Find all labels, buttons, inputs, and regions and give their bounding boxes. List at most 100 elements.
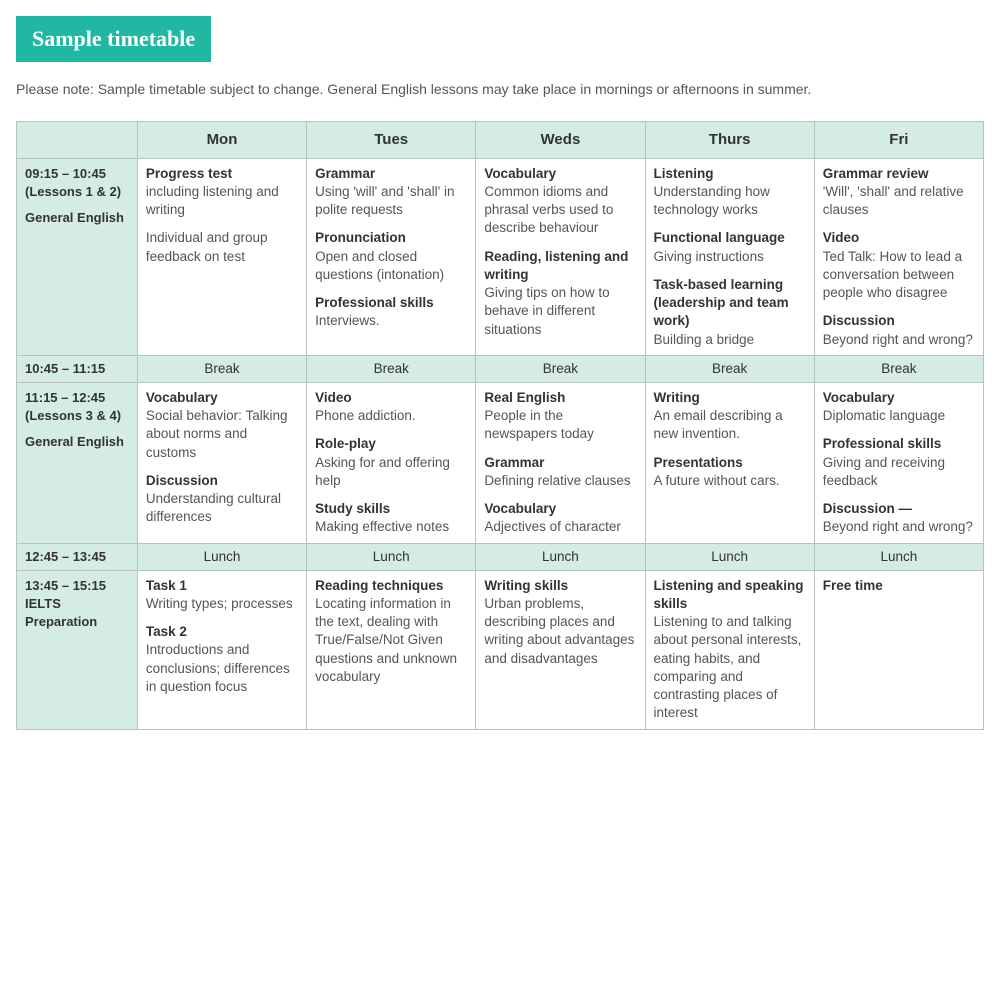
break-cell: Lunch [476,543,645,570]
activity-title: Grammar [484,454,636,472]
day-header: Tues [307,121,476,158]
activity-block: VideoPhone addiction. [315,389,467,425]
activity-title: Free time [823,577,975,595]
session-cell: Reading techniquesLocating information i… [307,570,476,729]
activity-block: Reading techniquesLocating information i… [315,577,467,686]
lesson-numbers: (Lessons 1 & 2) [25,183,129,201]
activity-block: DiscussionUnderstanding cultural differe… [146,472,298,527]
activity-desc: including listening and writing [146,183,298,219]
activity-title: Listening [654,165,806,183]
activity-title: Discussion — [823,500,975,518]
activity-title: Study skills [315,500,467,518]
activity-desc: Beyond right and wrong? [823,331,975,349]
session-cell: Task 1Writing types; processesTask 2Intr… [137,570,306,729]
course-name: General English [25,433,129,451]
activity-desc: Beyond right and wrong? [823,518,975,536]
activity-title: Vocabulary [484,165,636,183]
session-cell: VocabularyCommon idioms and phrasal verb… [476,158,645,355]
activity-title: Professional skills [823,435,975,453]
break-cell: Break [307,355,476,382]
activity-block: Task-based learning (leadership and team… [654,276,806,349]
break-row: 12:45 – 13:45LunchLunchLunchLunchLunch [17,543,984,570]
activity-desc: 'Will', 'shall' and relative clauses [823,183,975,219]
break-cell: Break [814,355,983,382]
activity-title: Real English [484,389,636,407]
session-cell: VocabularySocial behavior: Talking about… [137,383,306,544]
activity-title: Vocabulary [484,500,636,518]
activity-block: Real EnglishPeople in the newspapers tod… [484,389,636,444]
break-cell: Break [645,355,814,382]
activity-title: Task 2 [146,623,298,641]
session-cell: VocabularyDiplomatic language Professiona… [814,383,983,544]
session-cell: ListeningUnderstanding how technology wo… [645,158,814,355]
activity-title: Writing [654,389,806,407]
day-header: Thurs [645,121,814,158]
activity-block: Reading, listening and writingGiving tip… [484,248,636,339]
activity-desc: Open and closed questions (intonation) [315,248,467,284]
activity-desc: Understanding cultural differences [146,490,298,526]
activity-desc: Introductions and conclusions; differenc… [146,641,298,696]
activity-title: Functional language [654,229,806,247]
day-header: Mon [137,121,306,158]
activity-block: Study skillsMaking effective notes [315,500,467,536]
activity-block: VocabularyAdjectives of character [484,500,636,536]
session-cell: Grammar review'Will', 'shall' and relati… [814,158,983,355]
activity-desc: Giving tips on how to behave in differen… [484,284,636,339]
activity-block: WritingAn email describing a new inventi… [654,389,806,444]
activity-desc: People in the newspapers today [484,407,636,443]
break-cell: Break [476,355,645,382]
activity-desc: Building a bridge [654,331,806,349]
activity-desc: Interviews. [315,312,467,330]
activity-title: Task 1 [146,577,298,595]
activity-desc: Understanding how technology works [654,183,806,219]
break-row: 10:45 – 11:15BreakBreakBreakBreakBreak [17,355,984,382]
activity-block: VocabularySocial behavior: Talking about… [146,389,298,462]
activity-desc: Common idioms and phrasal verbs used to … [484,183,636,238]
activity-block: Role-playAsking for and offering help [315,435,467,490]
timetable-header-row: Mon Tues Weds Thurs Fri [17,121,984,158]
activity-block: VocabularyDiplomatic language [823,389,975,425]
session-row: 09:15 – 10:45(Lessons 1 & 2)General Engl… [17,158,984,355]
session-cell: Free time [814,570,983,729]
activity-title: Vocabulary [823,389,975,407]
page-note: Please note: Sample timetable subject to… [16,80,984,99]
timetable: Mon Tues Weds Thurs Fri 09:15 – 10:45(Le… [16,121,984,730]
time-range: 12:45 – 13:45 [25,548,129,566]
activity-title: Video [823,229,975,247]
session-cell: WritingAn email describing a new inventi… [645,383,814,544]
activity-block: GrammarDefining relative clauses [484,454,636,490]
activity-title: Writing skills [484,577,636,595]
activity-desc: Ted Talk: How to lead a conversation bet… [823,248,975,303]
day-header: Fri [814,121,983,158]
activity-block: Free time [823,577,975,595]
session-cell: Real EnglishPeople in the newspapers tod… [476,383,645,544]
activity-title: Listening and speaking skills [654,577,806,613]
session-cell: VideoPhone addiction. Role-playAsking for… [307,383,476,544]
activity-desc: Making effective notes [315,518,467,536]
activity-block: Professional skillsInterviews. [315,294,467,330]
activity-desc: An email describing a new invention. [654,407,806,443]
activity-desc: Adjectives of character [484,518,636,536]
activity-title: Vocabulary [146,389,298,407]
time-slot-header: 13:45 – 15:15IELTS Preparation [17,570,138,729]
activity-desc: Asking for and offering help [315,454,467,490]
activity-block: Functional languageGiving instructions [654,229,806,265]
session-row: 13:45 – 15:15IELTS PreparationTask 1Writ… [17,570,984,729]
activity-desc: Diplomatic language [823,407,975,425]
activity-block: VideoTed Talk: How to lead a conversatio… [823,229,975,302]
day-header: Weds [476,121,645,158]
time-slot-header: 10:45 – 11:15 [17,355,138,382]
activity-block: Task 2Introductions and conclusions; dif… [146,623,298,696]
activity-desc: Social behavior: Talking about norms and… [146,407,298,462]
activity-title: Video [315,389,467,407]
activity-block: Individual and group feedback on test [146,229,298,265]
timetable-body: 09:15 – 10:45(Lessons 1 & 2)General Engl… [17,158,984,729]
page-title-banner: Sample timetable [16,16,211,62]
activity-block: VocabularyCommon idioms and phrasal verb… [484,165,636,238]
session-row: 11:15 – 12:45(Lessons 3 & 4)General Engl… [17,383,984,544]
activity-desc: Using 'will' and 'shall' in polite reque… [315,183,467,219]
activity-block: Listening and speaking skillsListening t… [654,577,806,723]
break-cell: Lunch [137,543,306,570]
activity-title: Pronunciation [315,229,467,247]
session-cell: GrammarUsing 'will' and 'shall' in polit… [307,158,476,355]
